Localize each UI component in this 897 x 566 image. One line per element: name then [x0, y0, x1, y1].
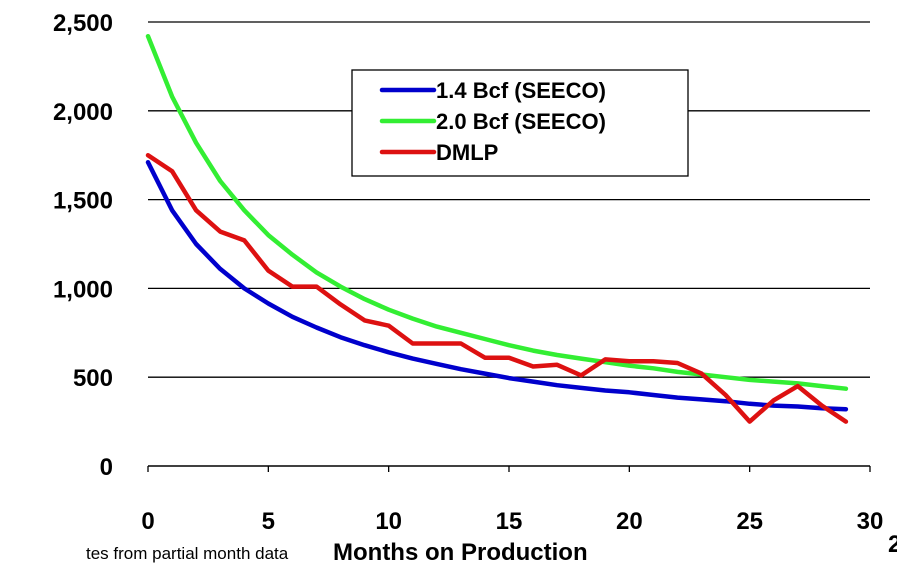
- x-tick-label: 30: [857, 508, 884, 535]
- series-line-1: [145, 33, 849, 391]
- series-line-2: [145, 152, 849, 424]
- x-tick-label: 25: [736, 508, 763, 535]
- y-axis-ticks: 0 500 1,000 1,500 2,000 2,500: [53, 10, 113, 481]
- legend: 1.4 Bcf (SEECO) 2.0 Bcf (SEECO) DMLP: [351, 69, 689, 177]
- y-tick-label: 1,000: [53, 276, 113, 303]
- legend-label: 2.0 Bcf (SEECO): [436, 109, 606, 134]
- x-tick-label: 5: [262, 508, 275, 535]
- x-tick-label: 0: [141, 508, 154, 535]
- y-tick-label: 2,500: [53, 10, 113, 37]
- x-tick-label: 20: [616, 508, 643, 535]
- x-tick-label: 15: [496, 508, 523, 535]
- x-axis-label: Months on Production: [333, 539, 588, 566]
- x-axis-ticks: 0 5 10 15 20 25 30: [141, 466, 883, 535]
- y-tick-label: 0: [100, 454, 113, 481]
- legend-label: 1.4 Bcf (SEECO): [436, 78, 606, 103]
- x-tick-label: 10: [375, 508, 402, 535]
- page-number: 2: [888, 531, 897, 558]
- legend-label: DMLP: [436, 140, 498, 165]
- y-tick-label: 2,000: [53, 99, 113, 126]
- series-lines: [145, 33, 849, 424]
- footnote: tes from partial month data: [86, 544, 289, 563]
- y-tick-label: 1,500: [53, 188, 113, 215]
- y-tick-label: 500: [73, 365, 113, 392]
